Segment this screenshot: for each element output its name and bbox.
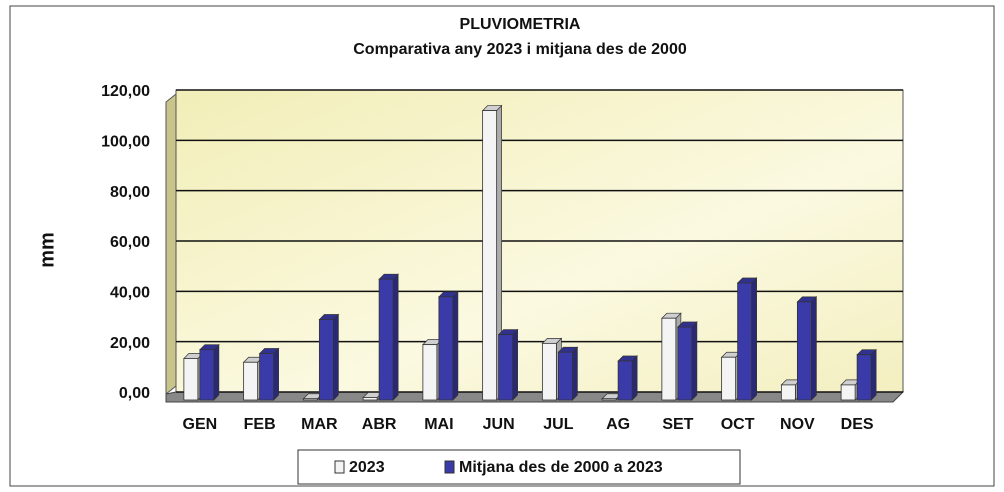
x-tick-label: JUN bbox=[483, 416, 515, 433]
bar bbox=[677, 326, 693, 401]
x-tick-label: GEN bbox=[183, 416, 218, 433]
bar bbox=[737, 282, 753, 401]
bar-side bbox=[213, 343, 220, 401]
y-tick-label: 60,00 bbox=[110, 234, 150, 251]
bar bbox=[856, 354, 872, 401]
bar bbox=[840, 384, 856, 401]
bar bbox=[780, 384, 796, 401]
bar bbox=[199, 349, 215, 401]
bar bbox=[541, 342, 557, 401]
bar-side bbox=[751, 277, 757, 401]
bar-side bbox=[512, 328, 518, 401]
bar bbox=[482, 110, 498, 401]
bar bbox=[557, 351, 573, 401]
x-tick-label: JUL bbox=[543, 416, 573, 433]
bar bbox=[378, 278, 394, 401]
bar bbox=[796, 301, 812, 401]
legend-label: Mitjana des de 2000 a 2023 bbox=[459, 459, 663, 476]
bar bbox=[601, 398, 617, 401]
x-tick-label: MAR bbox=[301, 416, 338, 433]
y-axis-label: mm bbox=[36, 232, 58, 268]
side-wall bbox=[165, 92, 177, 396]
floor bbox=[165, 391, 905, 403]
legend-swatch bbox=[334, 460, 345, 474]
bar bbox=[721, 356, 737, 401]
bar-side bbox=[811, 296, 817, 401]
legend-label: 2023 bbox=[349, 459, 385, 476]
x-tick-label: MAI bbox=[424, 416, 453, 433]
x-tick-label: ABR bbox=[362, 416, 397, 433]
bar bbox=[438, 296, 454, 401]
bar bbox=[422, 344, 438, 401]
bar-side bbox=[572, 346, 578, 401]
x-tick-label: SET bbox=[662, 416, 693, 433]
y-tick-label: 40,00 bbox=[110, 285, 150, 302]
bar bbox=[617, 360, 633, 401]
x-tick-label: NOV bbox=[780, 416, 815, 433]
x-tick-label: OCT bbox=[721, 416, 755, 433]
y-tick-label: 20,00 bbox=[110, 335, 150, 352]
x-tick-label: AG bbox=[606, 416, 630, 433]
bar bbox=[243, 361, 259, 401]
bar bbox=[302, 398, 318, 401]
bar bbox=[661, 317, 677, 401]
legend-swatch bbox=[444, 460, 455, 474]
bar-side bbox=[691, 321, 698, 401]
bar-side bbox=[631, 355, 638, 401]
bar-side bbox=[870, 348, 877, 401]
legend bbox=[297, 449, 741, 485]
bar bbox=[362, 397, 378, 401]
chart-subtitle: Comparativa any 2023 i mitjana des de 20… bbox=[353, 41, 687, 58]
bar bbox=[498, 334, 514, 401]
bar bbox=[259, 353, 275, 401]
bar-side bbox=[392, 273, 399, 401]
bar-side bbox=[452, 290, 459, 401]
bar-side bbox=[333, 313, 339, 401]
y-tick-label: 120,00 bbox=[101, 83, 150, 100]
bar bbox=[183, 358, 199, 401]
chart-title: PLUVIOMETRIA bbox=[460, 16, 581, 33]
x-tick-label: DES bbox=[841, 416, 874, 433]
y-tick-label: 0,00 bbox=[119, 385, 150, 402]
bar bbox=[318, 319, 334, 401]
y-tick-label: 80,00 bbox=[110, 184, 150, 201]
x-tick-label: FEB bbox=[244, 416, 276, 433]
bar-side bbox=[273, 347, 279, 401]
y-tick-label: 100,00 bbox=[101, 134, 150, 151]
